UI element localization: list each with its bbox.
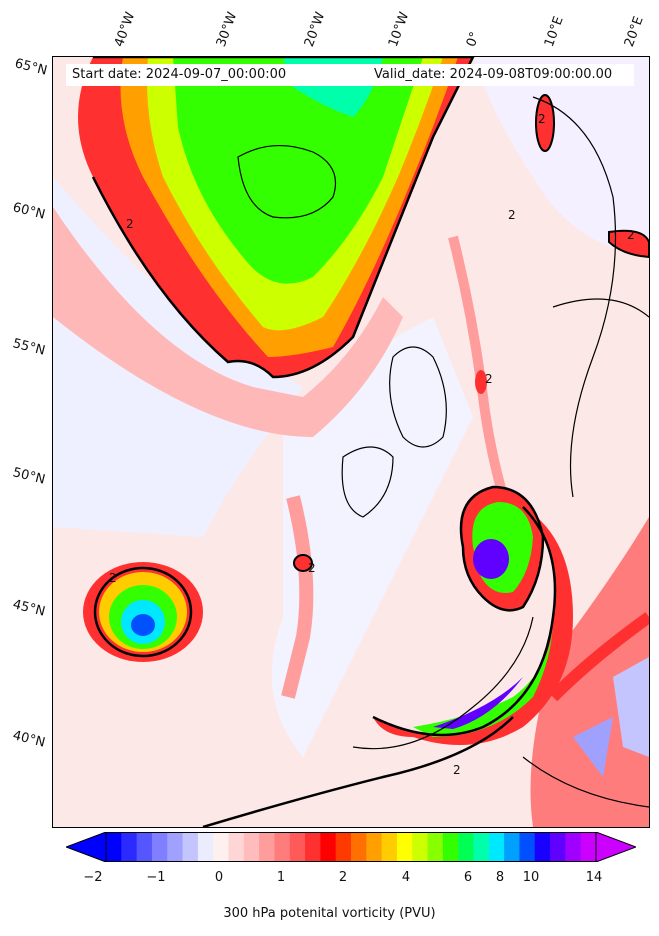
colorbar-segment (136, 832, 153, 862)
contour-label: 2 (109, 571, 117, 585)
colorbar-segment (442, 832, 459, 862)
colorbar-tick: −2 (83, 870, 103, 885)
colorbar-tick: 2 (338, 870, 348, 885)
colorbar-segment (504, 832, 520, 862)
colorbar-segment (519, 832, 536, 862)
colorbar-segment (320, 832, 337, 862)
colorbar-segment (534, 832, 551, 862)
contour-label: 2 (485, 372, 493, 386)
lon-label: 20°W (301, 10, 329, 49)
lat-label: 60°N (11, 200, 47, 223)
colorbar-segment (412, 832, 429, 862)
header-box: Start date: 2024-09-07_00:00:00 Valid_da… (66, 64, 634, 86)
colorbar-segment (458, 832, 474, 862)
lat-label: 40°N (11, 728, 47, 751)
lon-label: 10°E (541, 14, 567, 50)
colorbar-tick: 4 (401, 870, 411, 885)
valid-date-text: Valid_date: 2024-09-08T09:00:00.00 (374, 67, 613, 82)
colorbar-segment (305, 832, 321, 862)
colorbar-segment (259, 832, 275, 862)
lon-label: 30°W (213, 10, 241, 49)
lon-label: 10°W (385, 10, 413, 49)
colorbar-segment (228, 832, 245, 862)
colorbar-segment (274, 832, 291, 862)
colorbar-segment (473, 832, 490, 862)
colorbar-segment (335, 832, 352, 862)
contour-label: 2 (308, 561, 316, 575)
colorbar-tick: 8 (495, 870, 505, 885)
contour-label: 2 (508, 208, 516, 222)
colorbar-tick: 0 (214, 870, 224, 885)
colorbar-extend-high (595, 832, 636, 862)
colorbar-segment (151, 832, 168, 862)
lat-label: 50°N (11, 465, 47, 488)
colorbar-segment (565, 832, 582, 862)
colorbar-segment (381, 832, 398, 862)
colorbar-segment (289, 832, 306, 862)
colorbar-segment (182, 832, 199, 862)
contour-label: 2 (538, 112, 546, 126)
start-date-text: Start date: 2024-09-07_00:00:00 (72, 67, 287, 82)
colorbar-tick: 14 (585, 870, 603, 885)
colorbar-label: 300 hPa potenital vorticity (PVU) (223, 906, 436, 921)
colorbar-segment (167, 832, 184, 862)
colorbar (66, 832, 636, 862)
colorbar-extend-low (66, 832, 107, 862)
colorbar-segment (121, 832, 138, 862)
colorbar-segment (197, 832, 214, 862)
colorbar-segment (106, 832, 122, 862)
colorbar-tick: 10 (522, 870, 540, 885)
colorbar-segment (550, 832, 566, 862)
lon-label: 0° (463, 29, 484, 49)
pv-map (52, 56, 650, 828)
colorbar-segment (243, 832, 260, 862)
colorbar-tick: 1 (276, 870, 286, 885)
colorbar-segment (396, 832, 413, 862)
lat-label: 55°N (11, 336, 47, 359)
contour-label: 2 (627, 228, 635, 242)
colorbar-segment (213, 832, 229, 862)
colorbar-segment (427, 832, 444, 862)
colorbar-segment (366, 832, 383, 862)
contour-label: 2 (126, 217, 134, 231)
lon-label: 40°W (111, 10, 139, 49)
lat-label: 65°N (13, 56, 49, 79)
colorbar-segment (580, 832, 597, 862)
lat-label: 45°N (11, 597, 47, 620)
colorbar-segment (488, 832, 505, 862)
lon-label: 20°E (621, 14, 647, 50)
colorbar-segment (351, 832, 367, 862)
contour-label: 2 (453, 763, 461, 777)
colorbar-frame (105, 832, 597, 862)
colorbar-tick: −1 (146, 870, 166, 885)
colorbar-tick: 6 (463, 870, 473, 885)
